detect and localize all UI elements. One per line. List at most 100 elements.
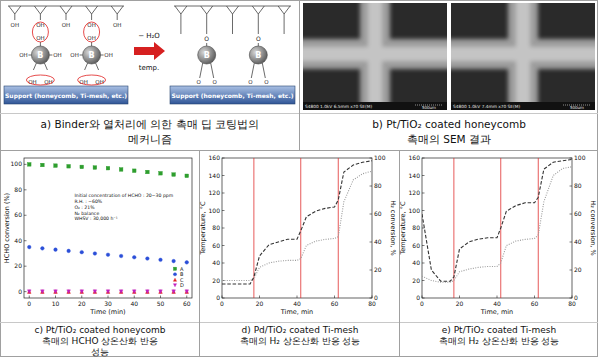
highlight	[78, 75, 106, 85]
x-tick	[108, 296, 109, 299]
data-line	[222, 161, 372, 284]
y2-tick	[570, 270, 573, 271]
y2-tick-label: 40	[374, 238, 382, 245]
y2-axis-label: H₂ conversion, %	[589, 200, 597, 255]
hydroxyl: OH	[113, 22, 121, 28]
bond	[33, 63, 36, 70]
data-point	[185, 174, 189, 178]
hydroxyl: OH	[62, 22, 70, 28]
process-arrow: − H₂Otemp.	[134, 32, 165, 72]
data-point	[185, 290, 189, 294]
hydroxyl: OH	[70, 52, 78, 58]
caption: 메커니즘	[128, 133, 172, 145]
plot-frame	[24, 158, 192, 298]
y-axis-label: HCHO conversion (%)	[3, 193, 11, 263]
data-point	[159, 290, 163, 294]
plot-data	[27, 163, 188, 294]
y-tick	[422, 158, 425, 159]
x-tick	[55, 296, 56, 299]
bond	[40, 42, 41, 46]
binder	[31, 46, 49, 64]
plot-data	[422, 158, 572, 298]
support-label: Support (honeycomb, Ti-mesh, etc.)	[172, 92, 294, 100]
bond	[85, 63, 88, 70]
y2-tick	[570, 214, 573, 215]
comb-stem	[258, 14, 259, 34]
data-point	[159, 290, 163, 294]
comb-tooth	[201, 6, 213, 14]
data-point	[119, 290, 123, 294]
y-tick-label: 140	[209, 172, 221, 179]
hydroxyl: OH	[11, 22, 19, 28]
data-point	[54, 164, 58, 168]
data-point	[80, 250, 84, 254]
binder	[83, 46, 101, 64]
data-point	[80, 290, 84, 294]
data-point	[80, 290, 84, 294]
data-point	[41, 247, 45, 251]
comb-stem	[14, 14, 15, 20]
y2-tick-label: 80	[574, 182, 582, 189]
y-tick	[222, 228, 225, 229]
y2-tick	[570, 298, 573, 299]
comb-stem	[40, 14, 41, 20]
comb-tooth	[60, 6, 72, 14]
data-point	[41, 290, 45, 294]
y2-tick	[570, 158, 573, 159]
hydroxyl: OH	[19, 52, 27, 58]
y2-tick-label: 20	[374, 266, 382, 273]
coating-after: Support (honeycomb, Ti-mesh, etc.)OOOBOO…	[170, 6, 295, 104]
comb-stem	[232, 14, 233, 34]
y-tick-label: 0	[216, 294, 220, 301]
x-tick-label: 40	[493, 300, 501, 307]
x-tick	[160, 296, 161, 299]
bond	[251, 63, 254, 78]
data-point	[146, 257, 150, 261]
y2-tick	[370, 298, 373, 299]
legend-marker	[173, 278, 176, 281]
y2-tick	[370, 214, 373, 215]
sem-label: S4800 1.0kV 7.4mm x70 SE(M)	[453, 104, 520, 109]
caption: 촉매의 SEM 결과	[407, 133, 491, 145]
data-point	[159, 258, 163, 262]
data-point	[27, 290, 31, 294]
bond	[101, 55, 104, 56]
x-tick-label: 60	[331, 300, 339, 307]
data-line	[222, 171, 372, 280]
y-tick	[24, 215, 27, 216]
comb-stem	[180, 14, 181, 34]
y-tick	[422, 298, 425, 299]
sem-wall	[516, 3, 530, 110]
data-point	[119, 254, 123, 258]
x-tick-label: 40	[293, 300, 301, 307]
chart: 0204060800204060801001201401600204060801…	[399, 154, 597, 316]
annotation: Initial concentration of HCHO : 20~30 pp…	[74, 193, 173, 198]
y-tick-label: 80	[412, 224, 420, 231]
data-point	[67, 290, 71, 294]
bridge: O	[264, 79, 269, 85]
highlight	[26, 75, 54, 85]
chart: 0204060800204060801001201401600204060801…	[199, 154, 397, 316]
y-tick-label: 160	[409, 154, 421, 161]
data-point	[93, 252, 97, 256]
binder-label: B	[89, 51, 95, 60]
sem-wall	[368, 3, 382, 110]
y-tick	[422, 245, 425, 246]
comb-backbone	[8, 6, 124, 7]
data-point	[27, 245, 31, 249]
data-point	[27, 290, 31, 294]
sem-content	[303, 3, 447, 110]
arrow	[134, 42, 165, 60]
binder-label: B	[255, 51, 261, 60]
data-point	[132, 290, 136, 294]
bond	[49, 55, 52, 56]
caption: 촉매의 HCHO 상온산화 반응	[42, 336, 159, 346]
data-point	[172, 290, 176, 294]
y-tick-label: 20	[212, 277, 220, 284]
y2-tick	[370, 158, 373, 159]
comb-tooth	[252, 6, 264, 14]
y-tick	[24, 266, 27, 267]
y-tick-label: 80	[14, 186, 22, 193]
x-tick-label: 0	[27, 300, 31, 307]
caption: a) Binder와 열처리에 의한 촉매 딥 코팅법의	[41, 118, 260, 130]
